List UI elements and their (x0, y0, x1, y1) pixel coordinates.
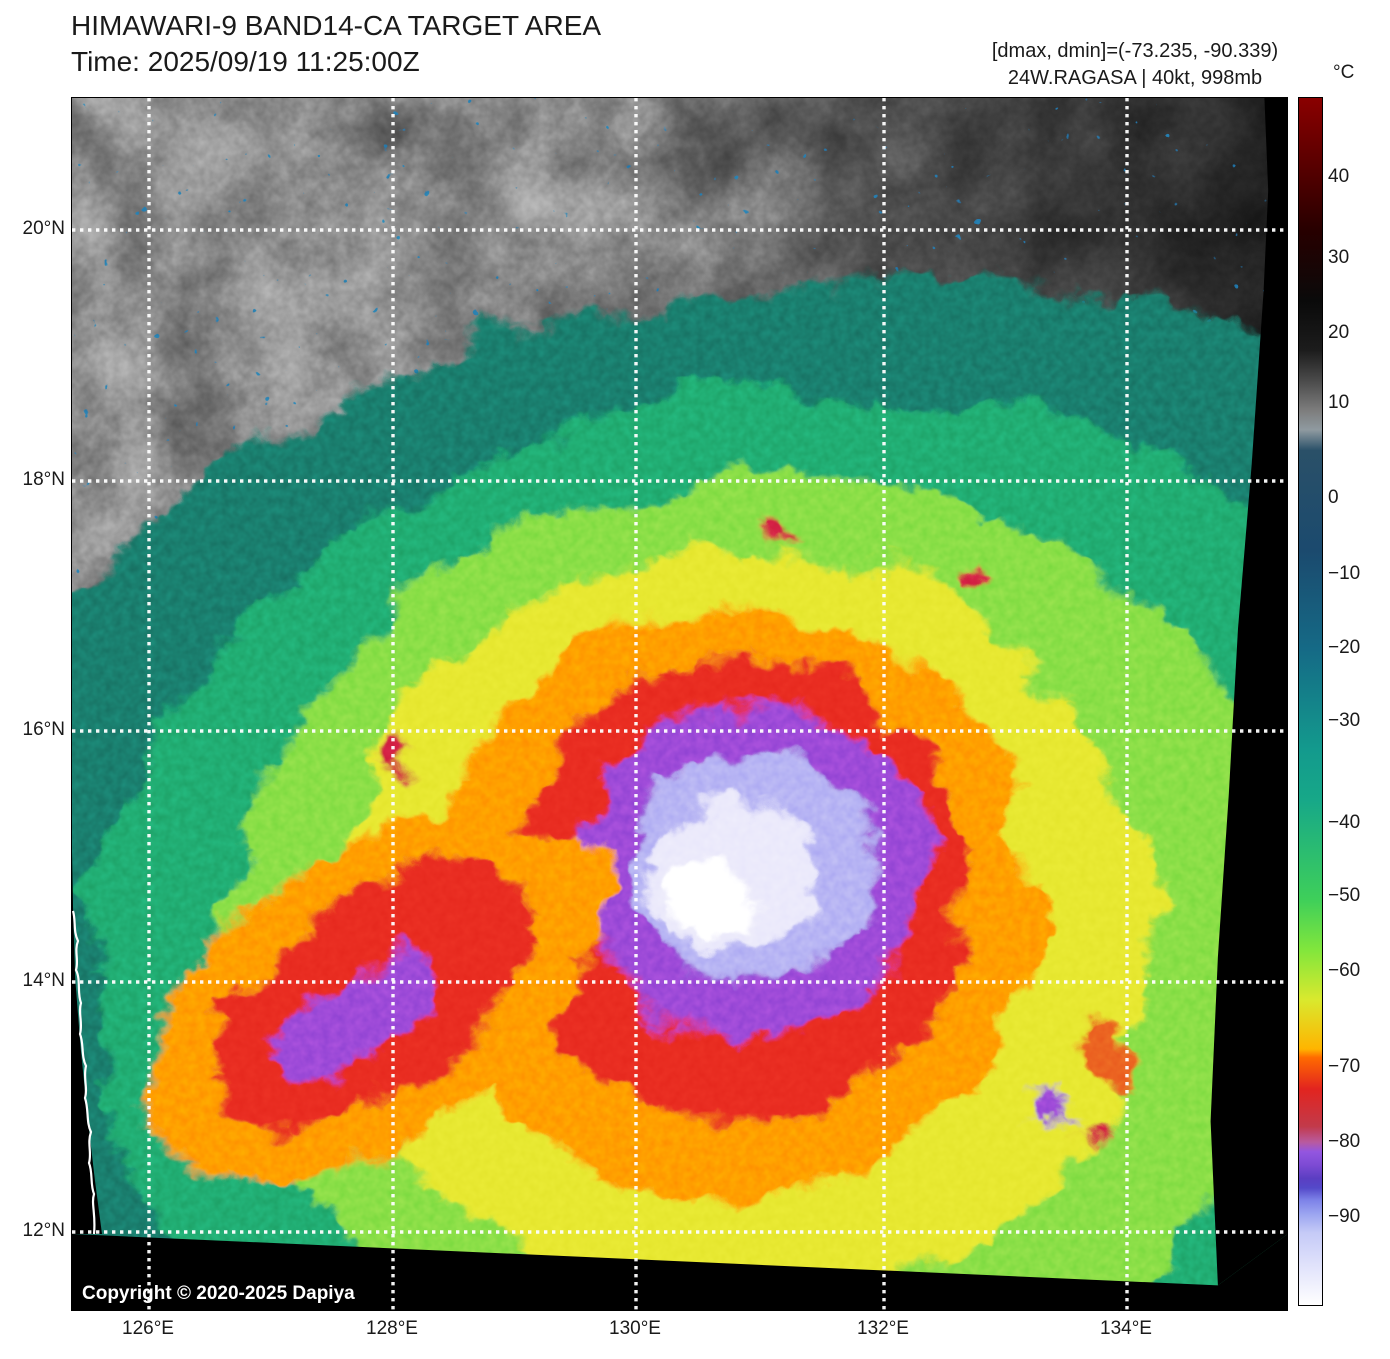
svg-text:Copyright © 2020-2025 Dapiya: Copyright © 2020-2025 Dapiya (82, 1283, 355, 1304)
